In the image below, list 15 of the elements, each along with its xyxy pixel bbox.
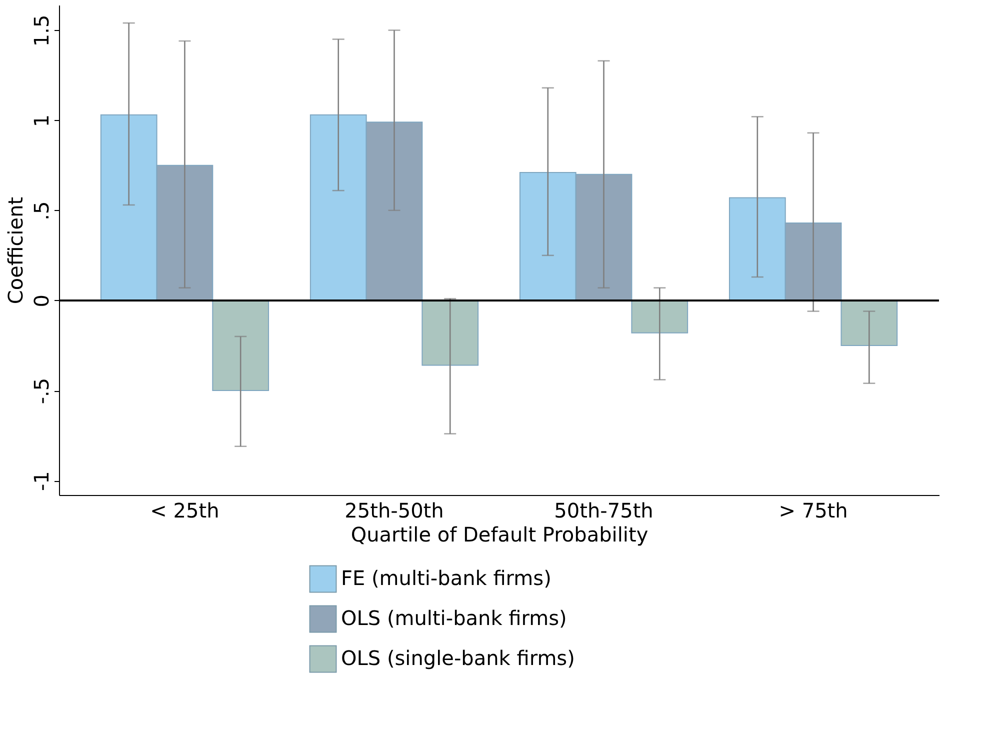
- y-tick-label: -.5: [30, 378, 54, 404]
- y-tick-label: .5: [30, 201, 54, 220]
- y-tick-label: 0: [30, 294, 54, 308]
- x-tick-label: > 75th: [778, 498, 848, 522]
- legend-label: OLS (single-bank firms): [341, 646, 575, 670]
- x-tick-label: 50th-75th: [554, 498, 654, 522]
- x-tick-label: < 25th: [150, 498, 220, 522]
- y-tick-label: 1: [30, 114, 54, 128]
- legend-label: FE (multi-bank firms): [341, 566, 552, 590]
- y-tick-label: 1.5: [30, 14, 54, 47]
- y-axis-title: Coefficient: [4, 196, 28, 304]
- legend-label: OLS (multi-bank firms): [341, 606, 567, 630]
- y-tick-label: -1: [30, 471, 54, 492]
- x-tick-label: 25th-50th: [344, 498, 444, 522]
- x-axis-title: Quartile of Default Probability: [350, 522, 648, 546]
